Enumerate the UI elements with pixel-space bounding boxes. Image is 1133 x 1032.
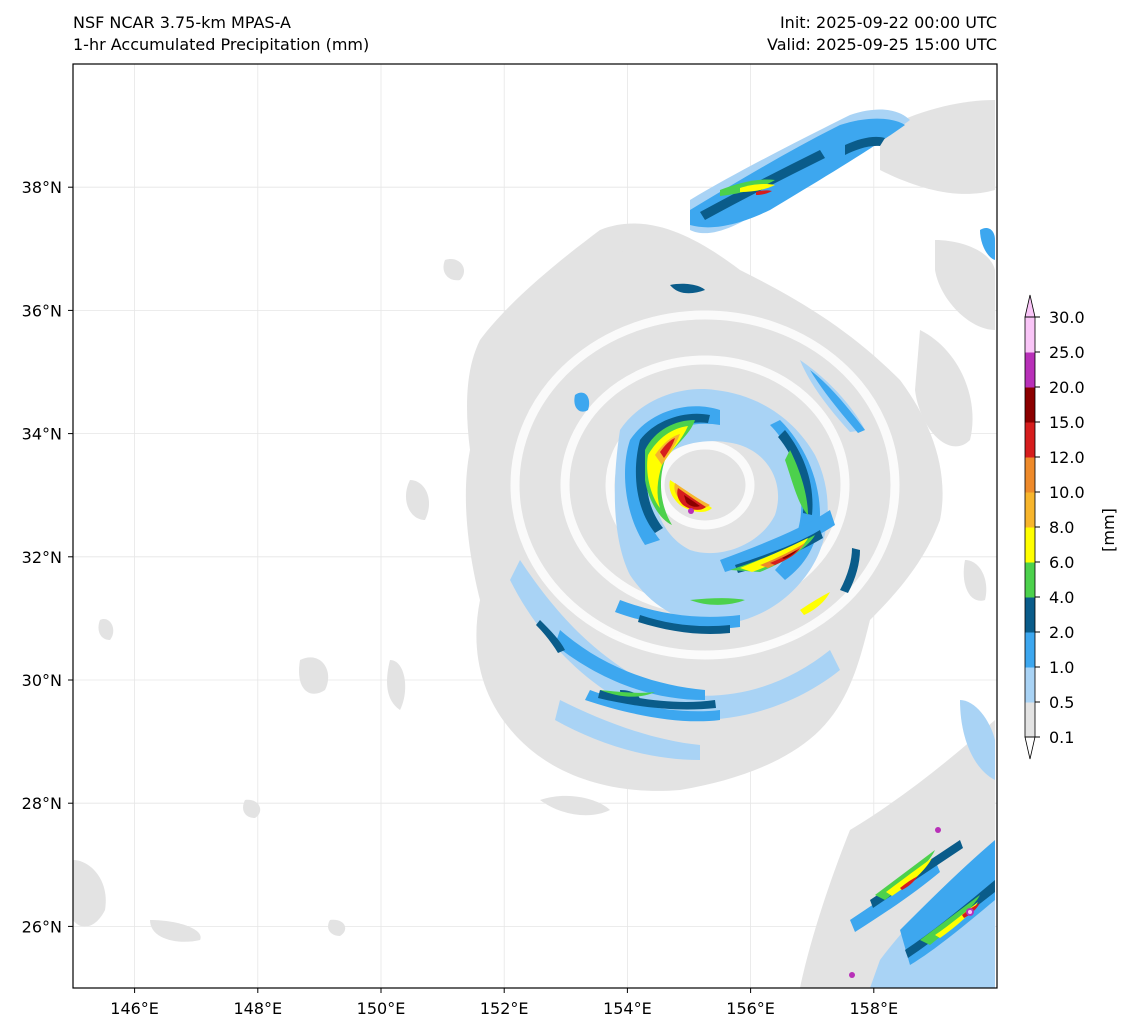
colorbar-tick-label: 10.0 bbox=[1049, 483, 1085, 502]
colorbar-unit-label: [mm] bbox=[1099, 508, 1118, 552]
colorbar-tick-label: 4.0 bbox=[1049, 588, 1074, 607]
title-left: NSF NCAR 3.75-km MPAS-A 1-hr Accumulated… bbox=[73, 12, 369, 56]
colorbar-tick-label: 12.0 bbox=[1049, 448, 1085, 467]
colorbar-bin bbox=[1025, 527, 1035, 563]
field-title: 1-hr Accumulated Precipitation (mm) bbox=[73, 35, 370, 54]
latitude-axis: 26°N 28°N 30°N 32°N 34°N 36°N 38°N bbox=[22, 178, 73, 936]
colorbar-bin bbox=[1025, 352, 1035, 388]
colorbar-tick-label: 8.0 bbox=[1049, 518, 1074, 537]
lon-tick-label: 154°E bbox=[603, 999, 652, 1018]
colorbar-tick-label: 30.0 bbox=[1049, 308, 1085, 327]
lat-tick-label: 30°N bbox=[22, 671, 62, 690]
colorbar-tick-label: 2.0 bbox=[1049, 623, 1074, 642]
valid-time: Valid: 2025-09-25 15:00 UTC bbox=[766, 35, 997, 54]
colorbar-under-arrow bbox=[1024, 736, 1036, 760]
init-time: Init: 2025-09-22 00:00 UTC bbox=[779, 13, 997, 32]
lon-tick-label: 146°E bbox=[110, 999, 159, 1018]
colorbar-bin bbox=[1025, 632, 1035, 668]
lon-tick-label: 152°E bbox=[480, 999, 529, 1018]
colorbar-tick-label: 15.0 bbox=[1049, 413, 1085, 432]
model-title: NSF NCAR 3.75-km MPAS-A bbox=[73, 13, 291, 32]
colorbar-tick-label: 0.5 bbox=[1049, 693, 1074, 712]
lon-tick-label: 156°E bbox=[726, 999, 775, 1018]
colorbar-bin bbox=[1025, 702, 1035, 738]
lat-tick-label: 36°N bbox=[22, 301, 62, 320]
colorbar-tick-label: 6.0 bbox=[1049, 553, 1074, 572]
colorbar-tick-label: 1.0 bbox=[1049, 658, 1074, 677]
colorbar-bin bbox=[1025, 422, 1035, 458]
colorbar-bin bbox=[1025, 317, 1035, 353]
colorbar-tick-label: 20.0 bbox=[1049, 378, 1085, 397]
lat-tick-label: 38°N bbox=[22, 178, 62, 197]
precip-20-30 bbox=[688, 508, 974, 978]
plot-frame bbox=[72, 63, 998, 989]
colorbar: 0.1 0.5 1.0 2.0 4.0 6.0 8.0 10.0 12.0 15.0 20.0 25.… bbox=[1024, 294, 1085, 760]
colorbar-bin bbox=[1025, 667, 1035, 703]
longitude-axis: 146°E 148°E 150°E 152°E 154°E 156°E 158°E bbox=[110, 988, 898, 1018]
lon-tick-label: 150°E bbox=[357, 999, 406, 1018]
precip-12-20 bbox=[660, 190, 980, 918]
title-right: Init: 2025-09-22 00:00 UTC Valid: 2025-0… bbox=[767, 12, 997, 56]
colorbar-bin bbox=[1025, 562, 1035, 598]
lat-tick-label: 28°N bbox=[22, 794, 62, 813]
precipitation-field bbox=[73, 100, 995, 988]
colorbar-over-arrow bbox=[1024, 294, 1036, 318]
colorbar-bin bbox=[1025, 492, 1035, 528]
lon-tick-label: 148°E bbox=[233, 999, 282, 1018]
lat-tick-label: 26°N bbox=[22, 917, 62, 936]
colorbar-bin bbox=[1025, 387, 1035, 423]
colorbar-tick-label: 0.1 bbox=[1049, 728, 1074, 747]
lat-tick-label: 32°N bbox=[22, 548, 62, 567]
lat-tick-label: 34°N bbox=[22, 425, 62, 444]
colorbar-tick-label: 25.0 bbox=[1049, 343, 1085, 362]
precip-6-12 bbox=[647, 184, 978, 938]
lon-tick-label: 158°E bbox=[849, 999, 898, 1018]
colorbar-bin bbox=[1025, 597, 1035, 633]
colorbar-bin bbox=[1025, 457, 1035, 493]
